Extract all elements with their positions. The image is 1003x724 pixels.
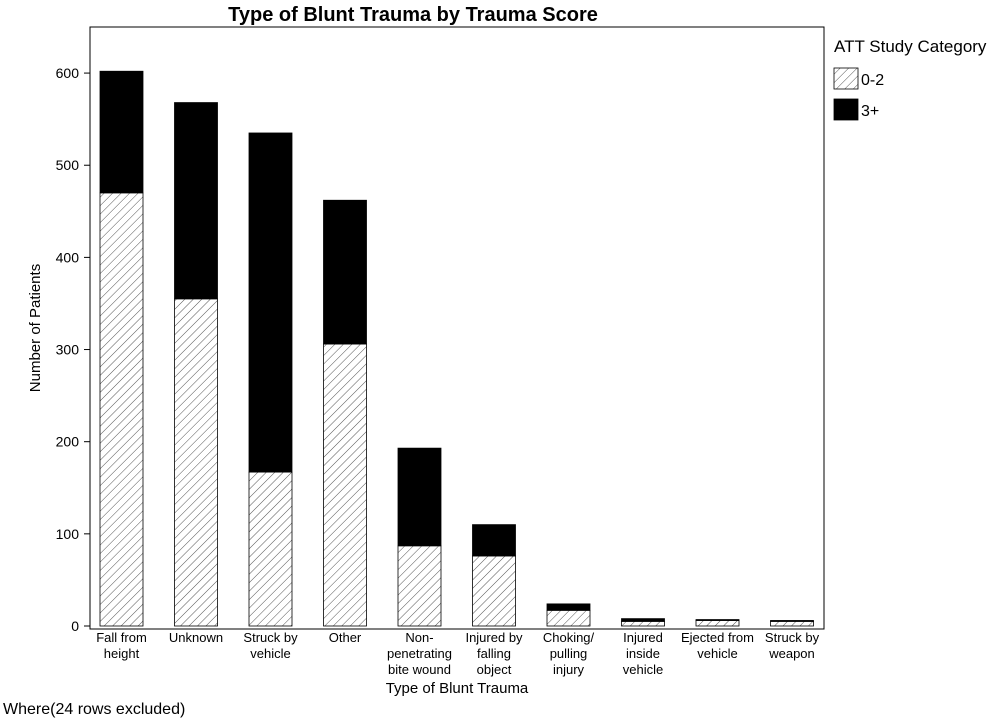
x-tick-label: pulling — [550, 646, 588, 661]
legend-label: 3+ — [861, 103, 879, 120]
x-tick-label: inside — [626, 646, 660, 661]
plot-frame — [89, 26, 825, 630]
bar-segment-3-plus — [770, 620, 814, 622]
bar-segment-3-plus — [695, 619, 740, 621]
x-tick-label: object — [477, 662, 512, 677]
x-tick-label: Struck by — [765, 630, 820, 645]
x-tick-label: falling — [477, 646, 511, 661]
bar-segment-3-plus — [323, 199, 367, 345]
x-tick-label: vehicle — [697, 646, 737, 661]
x-tick-label: Non- — [405, 630, 433, 645]
bar-segment-0-2 — [99, 192, 144, 627]
legend-title: ATT Study Category — [834, 37, 987, 56]
bar-segment-3-plus — [621, 618, 665, 622]
bar-segment-0-2 — [546, 609, 591, 627]
bar-segment-0-2 — [174, 298, 218, 627]
x-tick-label: Injured by — [465, 630, 523, 645]
bar-segment-0-2 — [695, 620, 740, 627]
bar-segment-3-plus — [248, 132, 293, 473]
x-tick-label: injury — [553, 662, 585, 677]
bar-segment-3-plus — [546, 603, 591, 611]
bar-segment-0-2 — [770, 620, 814, 627]
bar-segment-0-2 — [248, 471, 293, 627]
legend-swatch-0-2 — [833, 67, 859, 90]
bars — [99, 70, 814, 627]
y-tick-label: 300 — [56, 342, 80, 358]
x-tick-label: height — [104, 646, 140, 661]
x-tick-label: weapon — [768, 646, 815, 661]
x-tick-label: Fall from — [96, 630, 147, 645]
x-tick-label: penetrating — [387, 646, 452, 661]
y-tick-label: 0 — [71, 618, 79, 634]
bar-segment-0-2 — [621, 620, 665, 627]
legend-label: 0-2 — [861, 72, 884, 89]
legend: ATT Study Category 0-2 3+ — [833, 37, 987, 121]
y-tick-label: 600 — [56, 65, 80, 81]
bar-segment-3-plus — [174, 102, 218, 300]
bar-segment-0-2 — [472, 555, 516, 627]
x-tick-label: Injured — [623, 630, 663, 645]
x-axis-title: Type of Blunt Trauma — [386, 680, 529, 697]
x-tick-label: vehicle — [250, 646, 290, 661]
x-tick-label: bite wound — [388, 662, 451, 677]
legend-swatch-3-plus — [833, 98, 859, 121]
chart-title: Type of Blunt Trauma by Trauma Score — [228, 4, 598, 26]
footnote: Where(24 rows excluded) — [3, 701, 186, 718]
y-tick-label: 200 — [56, 434, 80, 450]
x-tick-label: vehicle — [623, 662, 663, 677]
bar-segment-3-plus — [472, 524, 516, 557]
x-tick-label: Ejected from — [681, 630, 754, 645]
bar-segment-0-2 — [323, 343, 367, 627]
y-axis-title: Number of Patients — [27, 264, 44, 392]
x-tick-label: Other — [329, 630, 362, 645]
y-tick-label: 400 — [56, 249, 80, 265]
x-tick-label: Struck by — [243, 630, 298, 645]
y-axis: 0 100 200 300 400 500 600 — [56, 65, 90, 634]
x-tick-label: Choking/ — [543, 630, 595, 645]
y-tick-label: 100 — [56, 526, 80, 542]
bar-segment-3-plus — [397, 447, 442, 547]
y-tick-label: 500 — [56, 157, 80, 173]
x-tick-label: Unknown — [169, 630, 223, 645]
bar-segment-0-2 — [397, 545, 442, 627]
bar-segment-3-plus — [99, 70, 144, 194]
